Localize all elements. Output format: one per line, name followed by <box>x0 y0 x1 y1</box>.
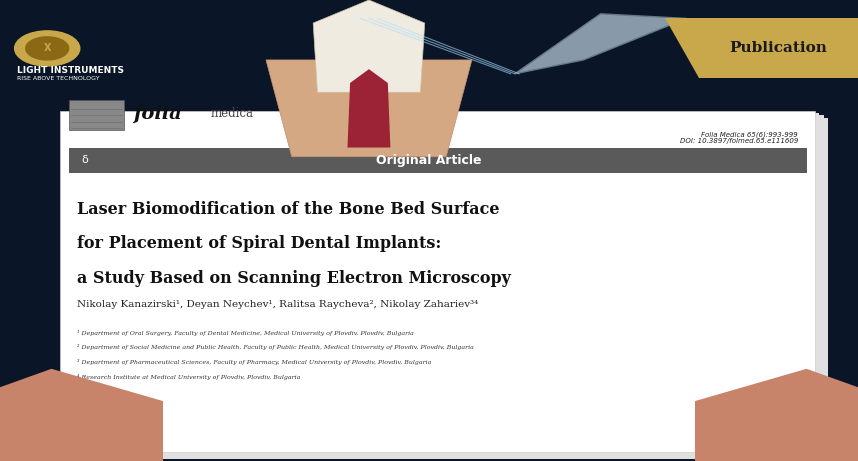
Circle shape <box>26 37 69 60</box>
Text: Nikolay Kanazirski¹, Deyan Neychev¹, Ralitsa Raycheva², Nikolay Zahariev³⁴: Nikolay Kanazirski¹, Deyan Neychev¹, Ral… <box>77 300 479 309</box>
Polygon shape <box>695 369 858 461</box>
FancyBboxPatch shape <box>69 100 124 130</box>
FancyBboxPatch shape <box>64 113 819 454</box>
FancyBboxPatch shape <box>60 111 815 452</box>
Text: δ: δ <box>82 155 88 165</box>
Text: LIGHT INSTRUMENTS: LIGHT INSTRUMENTS <box>17 65 124 75</box>
Text: medica: medica <box>210 107 253 120</box>
Text: DOI: 10.3897/folmed.65.e111609: DOI: 10.3897/folmed.65.e111609 <box>680 138 798 144</box>
Text: ¹ Department of Oral Surgery, Faculty of Dental Medicine, Medical University of : ¹ Department of Oral Surgery, Faculty of… <box>77 330 414 336</box>
Text: Folia Medica 65(6):993-999: Folia Medica 65(6):993-999 <box>701 131 798 138</box>
Text: a Study Based on Scanning Electron Microscopy: a Study Based on Scanning Electron Micro… <box>77 270 511 287</box>
Polygon shape <box>347 69 390 148</box>
FancyBboxPatch shape <box>69 148 807 173</box>
Text: RISE ABOVE TECHNOLOGY: RISE ABOVE TECHNOLOGY <box>17 76 100 81</box>
Text: Original Article: Original Article <box>377 154 481 167</box>
Text: ³ Department of Pharmaceutical Sciences, Faculty of Pharmacy, Medical University: ³ Department of Pharmaceutical Sciences,… <box>77 359 432 365</box>
Polygon shape <box>665 18 858 78</box>
Text: ⁴ Research Institute at Medical University of Plovdiv, Plovdiv, Bulgaria: ⁴ Research Institute at Medical Universi… <box>77 374 300 380</box>
FancyBboxPatch shape <box>69 115 824 456</box>
Polygon shape <box>266 60 472 157</box>
Text: folia: folia <box>133 105 182 123</box>
Polygon shape <box>313 0 425 92</box>
Polygon shape <box>515 14 686 74</box>
Circle shape <box>15 31 80 66</box>
Text: Publication: Publication <box>729 41 828 55</box>
FancyBboxPatch shape <box>73 118 828 459</box>
Text: ² Department of Social Medicine and Public Health, Faculty of Public Health, Med: ² Department of Social Medicine and Publ… <box>77 344 474 350</box>
Polygon shape <box>0 369 163 461</box>
Text: Laser Biomodification of the Bone Bed Surface: Laser Biomodification of the Bone Bed Su… <box>77 201 499 218</box>
Text: X: X <box>44 43 51 53</box>
Text: for Placement of Spiral Dental Implants:: for Placement of Spiral Dental Implants: <box>77 235 442 252</box>
